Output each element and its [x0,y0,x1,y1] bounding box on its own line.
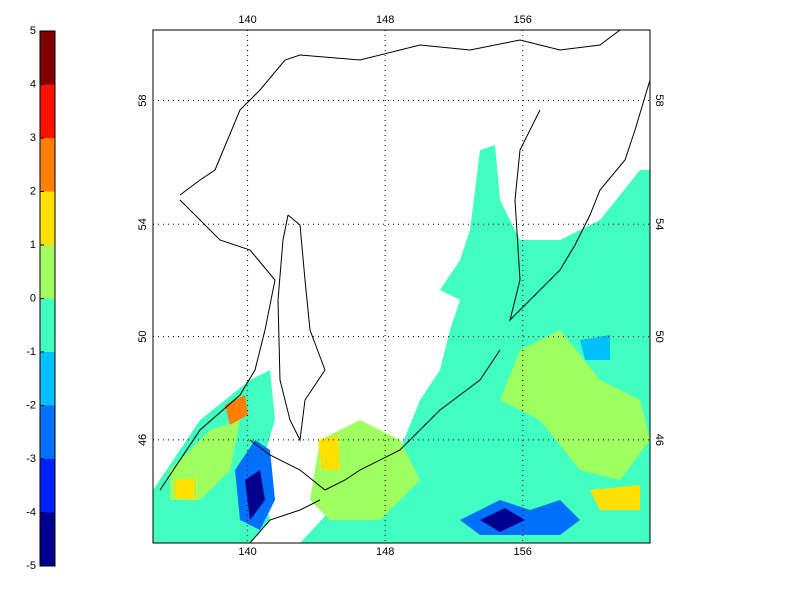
lon-label: 140 [238,546,256,558]
lon-label: 148 [376,546,394,558]
colorbar-swatch [40,191,55,245]
data-field [153,145,650,543]
lat-label: 54 [137,218,149,230]
colorbar-swatch [40,512,55,566]
lon-label: 148 [376,14,394,26]
colorbar-label: 5 [30,25,36,37]
lon-label: 156 [514,14,532,26]
colorbar-label: -5 [26,560,36,572]
colorbar-swatch [40,459,55,513]
lat-label: 46 [137,434,149,446]
colorbar-label: -4 [26,506,36,518]
colorbar-label: -3 [26,453,36,465]
colorbar-label: 0 [30,292,36,304]
lat-label: 50 [137,330,149,342]
colorbar-swatch [40,405,55,459]
colorbar-swatch [40,298,55,352]
colorbar: -5 -4 -3 -2 -1 0 1 2 3 4 5 [26,25,56,572]
lon-label: 156 [514,546,532,558]
colorbar-label: 2 [30,185,36,197]
colorbar-swatch [40,138,55,192]
coastline [159,30,650,543]
colorbar-swatch [40,245,55,299]
colorbar-label: 4 [30,78,36,90]
colorbar-label: -1 [26,346,36,358]
colorbar-label: -2 [26,399,36,411]
lat-label: 54 [653,218,665,230]
map-frame [152,29,651,544]
colorbar-label: 1 [30,239,36,251]
graticule: 140 140 148 148 156 156 46 46 50 50 54 54 58 58 [137,14,665,558]
lat-label: 58 [137,94,149,106]
colorbar-swatch [40,352,55,406]
lon-label: 140 [238,14,256,26]
lat-label: 58 [653,94,665,106]
lat-label: 50 [653,330,665,342]
colorbar-swatch [40,31,55,85]
lat-label: 46 [653,434,665,446]
colorbar-swatch [40,84,55,138]
colorbar-label: 3 [30,132,36,144]
